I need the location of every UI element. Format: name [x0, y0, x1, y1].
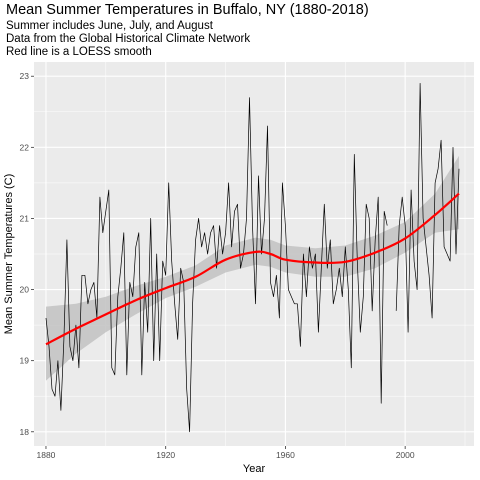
y-axis-label: Mean Summer Temperatures (C)	[3, 174, 15, 335]
chart-subtitle-line-1: Summer includes June, July, and August	[6, 20, 213, 32]
x-tick-label: 2000	[396, 450, 415, 460]
y-axis-ticks: 18 19 20 21 22 23	[20, 71, 34, 437]
major-gridlines	[34, 62, 474, 446]
x-tick-label: 1960	[276, 450, 295, 460]
temperature-series	[45, 82, 460, 433]
series-line-1	[45, 97, 388, 433]
x-tick-label: 1920	[156, 450, 175, 460]
y-tick-label: 23	[20, 71, 30, 81]
loess-smooth-line	[45, 192, 460, 346]
series-line-2	[395, 82, 460, 333]
chart-title: Mean Summer Temperatures in Buffalo, NY …	[6, 2, 369, 18]
x-axis-label: Year	[243, 463, 266, 475]
y-tick-label: 22	[20, 142, 30, 152]
y-tick-label: 20	[20, 285, 30, 295]
chart-subtitle-line-2: Data from the Global Historical Climate …	[6, 33, 251, 45]
y-tick-label: 19	[20, 356, 30, 366]
y-tick-label: 18	[20, 427, 30, 437]
x-tick-label: 1880	[37, 450, 56, 460]
y-tick-label: 21	[20, 213, 30, 223]
chart-subtitle-line-3: Red line is a LOESS smooth	[6, 46, 152, 58]
x-axis-ticks: 1880 1920 1960 2000	[37, 446, 415, 460]
